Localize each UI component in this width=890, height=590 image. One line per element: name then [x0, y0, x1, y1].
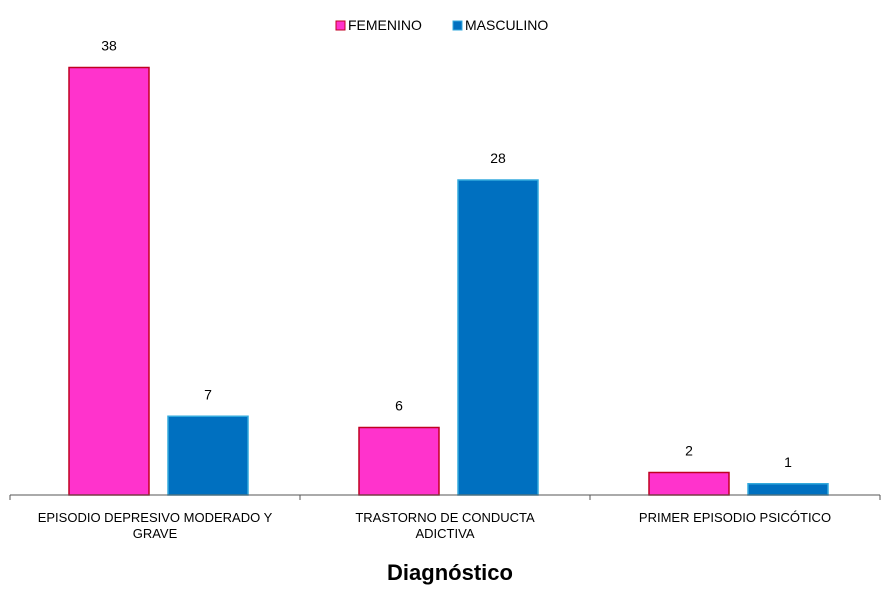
- category-label-3: PRIMER EPISODIO PSICÓTICO: [639, 510, 831, 525]
- legend-swatch-masculino: [452, 20, 463, 31]
- data-label-femenino-3: 2: [685, 443, 693, 459]
- data-label-masculino-3: 1: [784, 454, 792, 470]
- category-label-2: TRASTORNO DE CONDUCTA ADICTIVA: [355, 510, 535, 541]
- x-axis-title: Diagnóstico: [387, 560, 513, 585]
- legend-label-femenino: FEMENINO: [348, 17, 422, 33]
- bar-masculino-2: [457, 179, 539, 496]
- value-labels-group: 38 7 6 28 2 1: [101, 38, 792, 470]
- bar-masculino-3: [747, 483, 829, 496]
- data-label-femenino-2: 6: [395, 398, 403, 414]
- legend: FEMENINO MASCULINO: [335, 17, 548, 33]
- data-label-masculino-1: 7: [204, 386, 212, 402]
- category-label-1: EPISODIO DEPRESIVO MODERADO Y GRAVE: [38, 510, 273, 541]
- data-label-masculino-2: 28: [490, 150, 506, 166]
- bar-masculino-1: [167, 415, 249, 496]
- legend-swatch-femenino: [335, 20, 346, 31]
- x-axis: [9, 494, 881, 500]
- bar-femenino-2: [358, 426, 440, 496]
- bars-group: [68, 66, 829, 496]
- category-labels-group: EPISODIO DEPRESIVO MODERADO Y GRAVE TRASTO…: [38, 510, 831, 541]
- bar-femenino-3: [648, 471, 730, 496]
- data-label-femenino-1: 38: [101, 38, 117, 54]
- legend-label-masculino: MASCULINO: [465, 17, 548, 33]
- bar-femenino-1: [68, 66, 150, 496]
